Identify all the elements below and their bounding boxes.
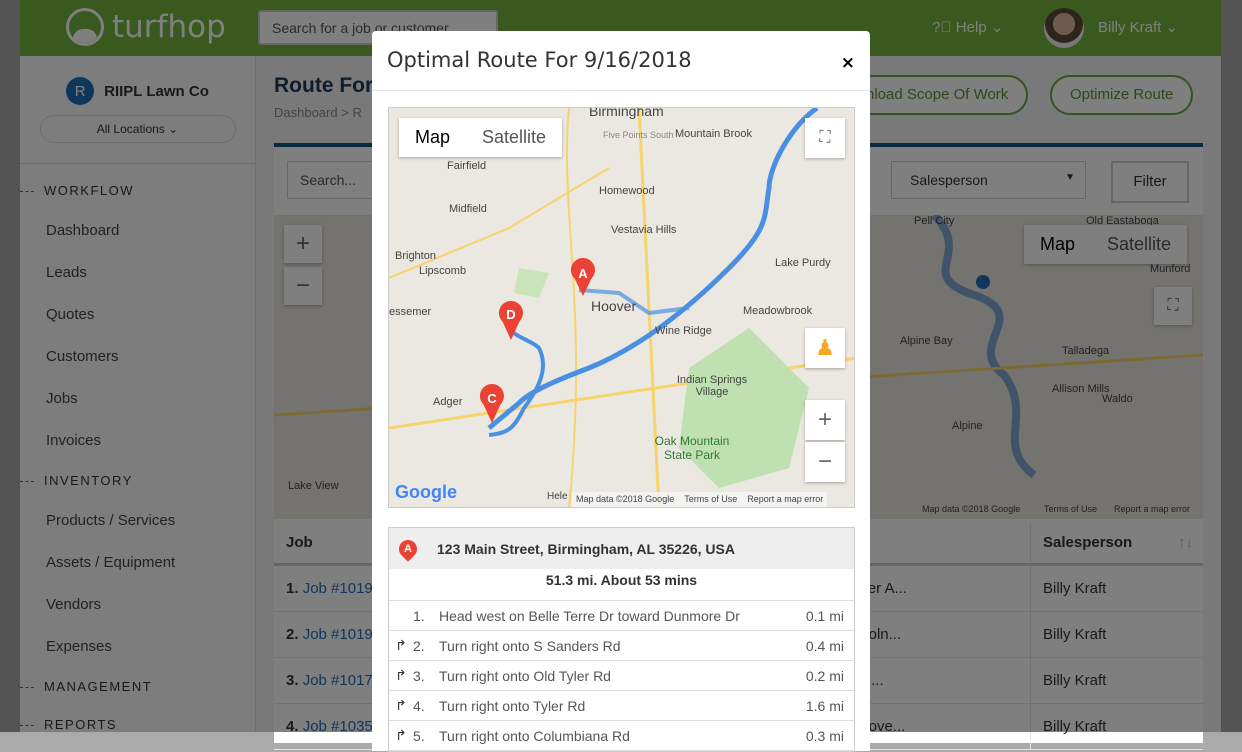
direction-step[interactable]: ↱ 3. Turn right onto Old Tyler Rd 0.2 mi xyxy=(389,661,854,691)
map-label: Hele xyxy=(547,491,568,502)
optimal-route-modal: Optimal Route For 9/16/2018 × A D C Birmi… xyxy=(372,31,870,752)
start-address-text: 123 Main Street, Birmingham, AL 35226, U… xyxy=(437,540,735,557)
pegman-icon[interactable]: ♟ xyxy=(805,328,845,368)
map-label: Lipscomb xyxy=(419,265,467,277)
route-map-canvas: A D C xyxy=(389,108,854,507)
modal-header: Optimal Route For 9/16/2018 × xyxy=(372,31,870,91)
map-footer: Map data ©2018 Google Terms of Use Repor… xyxy=(572,492,828,507)
step-distance: 1.6 mi xyxy=(805,697,844,714)
turn-right-icon: ↱ xyxy=(395,667,407,683)
modal-title: Optimal Route For 9/16/2018 xyxy=(387,48,692,72)
map-terms-link[interactable]: Terms of Use xyxy=(684,494,738,504)
step-text: Turn right onto Tyler Rd xyxy=(439,697,586,714)
marker-a[interactable]: A xyxy=(570,258,595,296)
close-button[interactable]: × xyxy=(840,53,855,73)
marker-label: D xyxy=(506,307,515,322)
step-number: 3. xyxy=(413,667,425,684)
map-type-map-button[interactable]: Map xyxy=(415,127,451,147)
map-label: Wine Ridge xyxy=(655,325,712,337)
google-logo: Google xyxy=(395,482,457,502)
fullscreen-icon[interactable]: ⛶ xyxy=(805,118,845,158)
marker-a-icon: A xyxy=(395,535,421,562)
step-distance: 0.1 mi xyxy=(805,607,844,624)
route-summary: 51.3 mi. About 53 mins xyxy=(389,569,854,601)
marker-label: C xyxy=(487,391,497,406)
step-text: Turn right onto S Sanders Rd xyxy=(439,637,621,654)
map-type-satellite-button[interactable]: Satellite xyxy=(482,127,547,147)
map-label: Fairfield xyxy=(447,160,487,172)
map-label: Birmingham xyxy=(589,107,664,119)
step-number: 5. xyxy=(413,727,425,744)
map-label: Adger xyxy=(433,396,463,408)
start-address: A 123 Main Street, Birmingham, AL 35226, … xyxy=(389,528,854,569)
step-distance: 0.2 mi xyxy=(805,667,844,684)
map-label: Brighton xyxy=(395,250,436,262)
zoom-out-button[interactable]: − xyxy=(805,442,845,482)
route-map[interactable]: A D C Birmingham Five Points South Mount… xyxy=(388,107,855,508)
map-label: Homewood xyxy=(599,185,655,197)
map-label: Meadowbrook xyxy=(743,305,813,317)
map-label: Midfield xyxy=(449,203,487,215)
map-label: Lake Purdy xyxy=(775,257,831,269)
direction-step[interactable]: ↱ 5. Turn right onto Columbiana Rd 0.3 mi xyxy=(389,721,854,751)
map-label: Indian Springs Village xyxy=(676,374,748,398)
directions-panel: A 123 Main Street, Birmingham, AL 35226, … xyxy=(388,527,855,752)
step-number: 4. xyxy=(413,697,425,714)
direction-step[interactable]: ↱ 4. Turn right onto Tyler Rd 1.6 mi xyxy=(389,691,854,721)
marker-c[interactable]: C xyxy=(479,384,504,423)
zoom-in-button[interactable]: + xyxy=(805,400,845,440)
step-number: 2. xyxy=(413,637,425,654)
step-distance: 0.3 mi xyxy=(805,727,844,744)
marker-d[interactable]: D xyxy=(498,301,523,340)
step-text: Turn right onto Old Tyler Rd xyxy=(439,667,611,684)
step-text: Turn right onto Columbiana Rd xyxy=(439,727,630,744)
marker-label: A xyxy=(404,542,412,555)
step-text: Head west on Belle Terre Dr toward Dunmo… xyxy=(439,607,740,624)
direction-step[interactable]: 1. Head west on Belle Terre Dr toward Dun… xyxy=(389,601,854,631)
map-report-link[interactable]: Report a map error xyxy=(747,494,824,504)
map-label: Oak Mountain State Park xyxy=(654,434,730,462)
map-label: essemer xyxy=(389,306,432,318)
step-number: 1. xyxy=(413,607,425,624)
map-label: Mountain Brook xyxy=(675,128,753,140)
map-label: Vestavia Hills xyxy=(611,224,677,236)
turn-right-icon: ↱ xyxy=(395,727,407,743)
marker-label: A xyxy=(578,266,588,281)
map-attribution: Map data ©2018 Google xyxy=(576,494,675,504)
step-distance: 0.4 mi xyxy=(805,637,844,654)
turn-right-icon: ↱ xyxy=(395,697,407,713)
direction-step[interactable]: ↱ 2. Turn right onto S Sanders Rd 0.4 mi xyxy=(389,631,854,661)
turn-right-icon: ↱ xyxy=(395,637,407,653)
map-label: Hoover xyxy=(591,298,637,314)
map-type-control: Map Satellite xyxy=(399,118,563,157)
map-label: Five Points South xyxy=(603,130,674,140)
